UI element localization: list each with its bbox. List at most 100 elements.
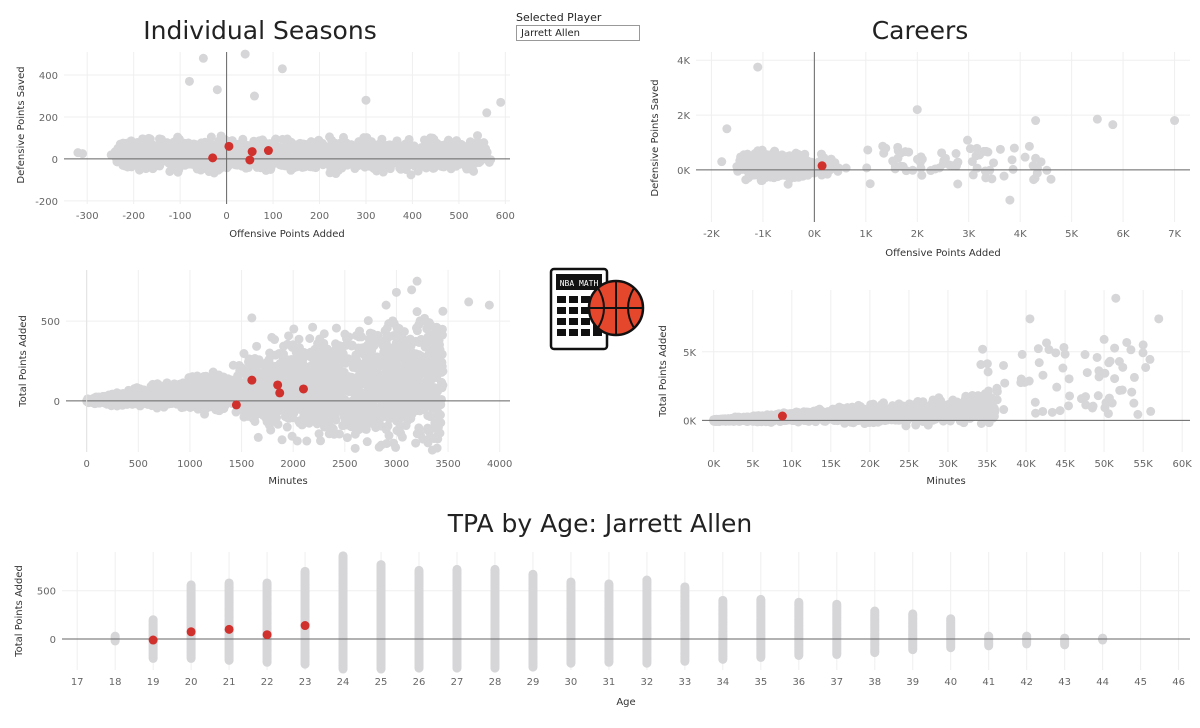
data-point (188, 147, 198, 157)
y-tick-label: 2K (677, 111, 690, 122)
data-point (256, 156, 266, 166)
data-point (414, 423, 424, 433)
data-point (319, 329, 329, 339)
data-point (212, 85, 222, 95)
data-point (441, 141, 451, 151)
data-point (291, 142, 301, 152)
data-point (432, 443, 442, 453)
x-tick-label: 1K (859, 229, 872, 240)
background-points (73, 49, 506, 180)
data-point (912, 105, 922, 115)
x-tick-label: 300 (356, 211, 375, 222)
data-point (736, 152, 746, 162)
age-title: TPA by Age: Jarrett Allen (447, 509, 753, 538)
data-point (253, 432, 263, 442)
data-point (300, 140, 310, 150)
data-point (438, 306, 448, 316)
data-point (379, 147, 389, 157)
data-point (926, 166, 936, 176)
data-point (249, 91, 259, 101)
highlight-point[interactable] (247, 147, 257, 157)
data-point (951, 149, 961, 159)
data-point (428, 150, 438, 160)
y-tick-label: 200 (39, 113, 58, 124)
data-point (1046, 174, 1056, 184)
data-point (995, 144, 1005, 154)
data-point (780, 170, 790, 180)
y-tick-label: -200 (35, 197, 58, 208)
background-points (82, 276, 494, 455)
careers-title: Careers (871, 16, 969, 45)
data-point (277, 160, 287, 170)
seasons_minutes-chart: 0 500 1000 1500 2000 2500 3000 3500 40000500Minu… (18, 270, 512, 487)
data-point (717, 157, 727, 167)
nba-math-logo: NBA MATH (548, 266, 648, 352)
data-point (241, 163, 251, 173)
data-point (180, 159, 190, 169)
y-axis-title: Defensive Points Saved (650, 79, 661, 196)
x-tick-label: -2K (703, 229, 720, 240)
data-point (330, 149, 340, 159)
data-point (722, 124, 732, 134)
data-point (391, 149, 401, 159)
data-point (213, 138, 223, 148)
data-point (893, 146, 903, 156)
data-point (452, 140, 462, 150)
data-point (482, 108, 492, 118)
data-point (753, 62, 763, 72)
x-tick-label: 7K (1168, 229, 1181, 240)
data-point (428, 133, 438, 143)
seasons_scatter-chart: -300 -200 -100 0 100 200 300 400 500 600-20002004… (16, 49, 515, 240)
x-tick-label: 3K (962, 229, 975, 240)
data-point (252, 341, 262, 351)
data-point (282, 422, 292, 432)
data-point (437, 330, 447, 340)
data-point (944, 160, 954, 170)
data-point (971, 151, 981, 161)
x-axis-title: Offensive Points Added (885, 248, 1001, 259)
data-point (1020, 152, 1030, 162)
data-point (419, 149, 429, 159)
x-axis-title: Offensive Points Added (229, 229, 345, 240)
highlight-point[interactable] (208, 153, 218, 163)
data-point (302, 436, 312, 446)
data-point (1170, 116, 1180, 126)
data-point (888, 156, 898, 166)
data-point (901, 166, 911, 176)
data-point (1007, 155, 1017, 165)
highlight-point[interactable] (245, 155, 255, 165)
x-tick-label: 6K (1117, 229, 1130, 240)
selected-player-input[interactable]: Jarrett Allen (516, 25, 640, 41)
highlight-point[interactable] (263, 146, 273, 156)
data-point (148, 142, 158, 152)
y-tick-label: 0 (52, 155, 58, 166)
data-point (78, 149, 88, 159)
data-point (748, 159, 758, 169)
highlight-point[interactable] (224, 141, 234, 151)
data-point (411, 438, 421, 448)
data-point (438, 161, 448, 171)
data-point (138, 150, 148, 160)
data-point (271, 134, 281, 144)
data-point (878, 141, 888, 151)
data-point (953, 179, 963, 189)
x-tick-label: 400 (403, 211, 422, 222)
background-points (717, 62, 1180, 205)
data-point (1005, 195, 1015, 205)
data-point (294, 334, 304, 344)
x-tick-label: -300 (76, 211, 99, 222)
data-point (783, 179, 793, 189)
data-point (325, 168, 335, 178)
data-point (865, 179, 875, 189)
x-tick-label: 100 (264, 211, 283, 222)
data-point (736, 163, 746, 173)
y-tick-label: 0K (677, 166, 690, 177)
data-point (361, 95, 371, 105)
x-tick-label: 600 (496, 211, 515, 222)
y-tick-label: 4K (677, 56, 690, 67)
highlight-point[interactable] (817, 161, 827, 171)
data-point (1031, 116, 1041, 126)
data-point (284, 331, 294, 341)
data-point (753, 146, 763, 156)
